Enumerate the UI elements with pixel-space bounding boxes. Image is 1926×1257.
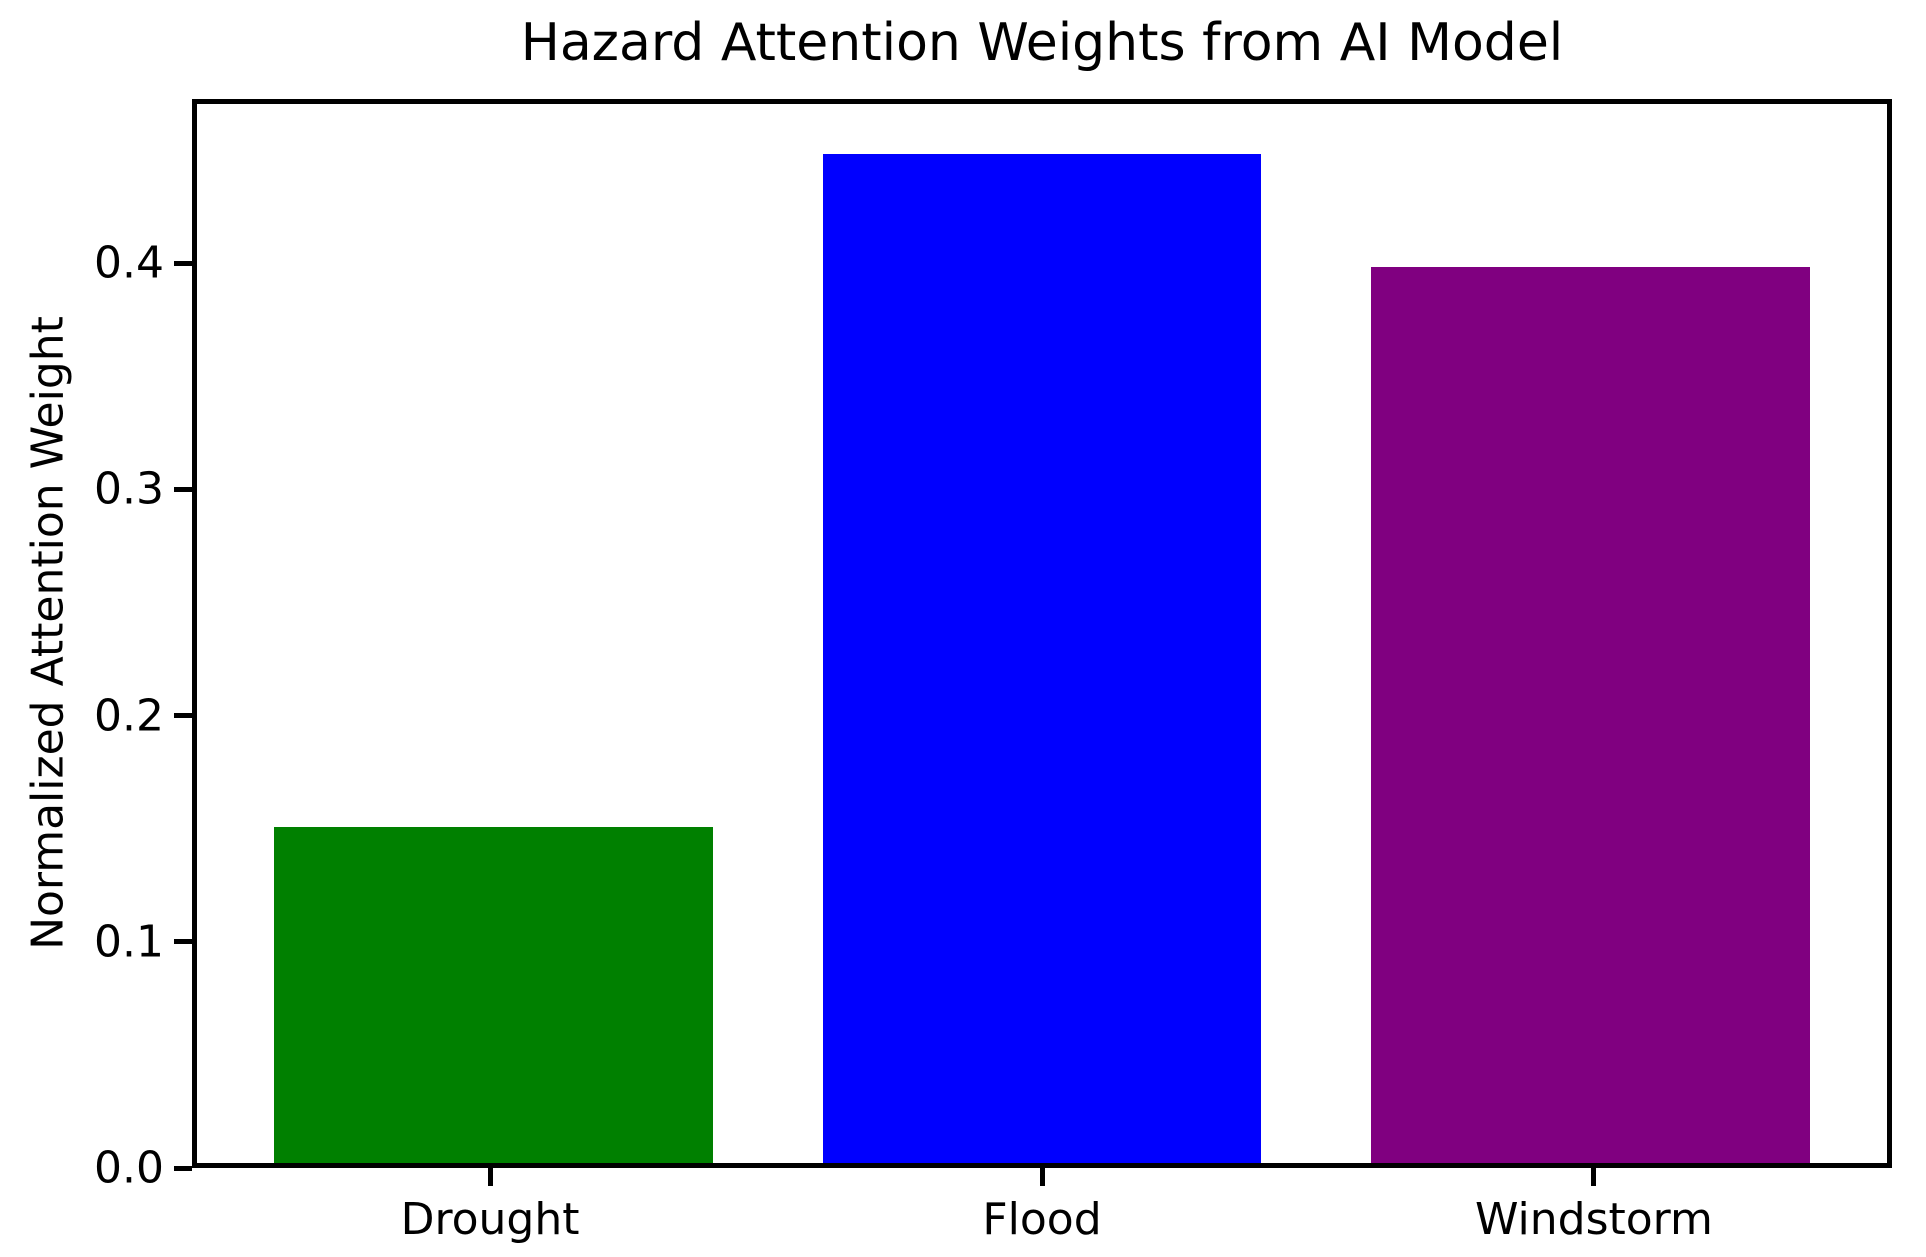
- bar-drought: [273, 826, 713, 1163]
- y-tick-mark: [174, 713, 192, 718]
- bar-windstorm: [1371, 266, 1811, 1163]
- y-tick-label: 0.1: [94, 916, 164, 968]
- x-tick-mark: [1591, 1168, 1597, 1186]
- chart-title: Hazard Attention Weights from AI Model: [520, 13, 1564, 73]
- y-tick-label: 0.3: [94, 463, 164, 515]
- y-axis-label: Normalized Attention Weight: [22, 316, 74, 950]
- y-tick-label: 0.0: [94, 1142, 164, 1194]
- x-tick-label-flood: Flood: [982, 1194, 1102, 1245]
- y-tick-mark: [174, 486, 192, 492]
- x-tick-mark: [1039, 1168, 1045, 1186]
- x-tick-label-drought: Drought: [400, 1194, 580, 1245]
- y-tick-label: 0.4: [94, 237, 164, 289]
- y-tick-mark: [174, 1165, 192, 1171]
- plot-area: [192, 99, 1892, 1168]
- y-tick-mark: [174, 260, 192, 266]
- y-tick-mark: [174, 939, 192, 945]
- x-tick-label-windstorm: Windstorm: [1475, 1194, 1713, 1245]
- bar-flood: [822, 154, 1262, 1163]
- y-tick-label: 0.2: [94, 690, 164, 741]
- x-tick-mark: [487, 1168, 493, 1186]
